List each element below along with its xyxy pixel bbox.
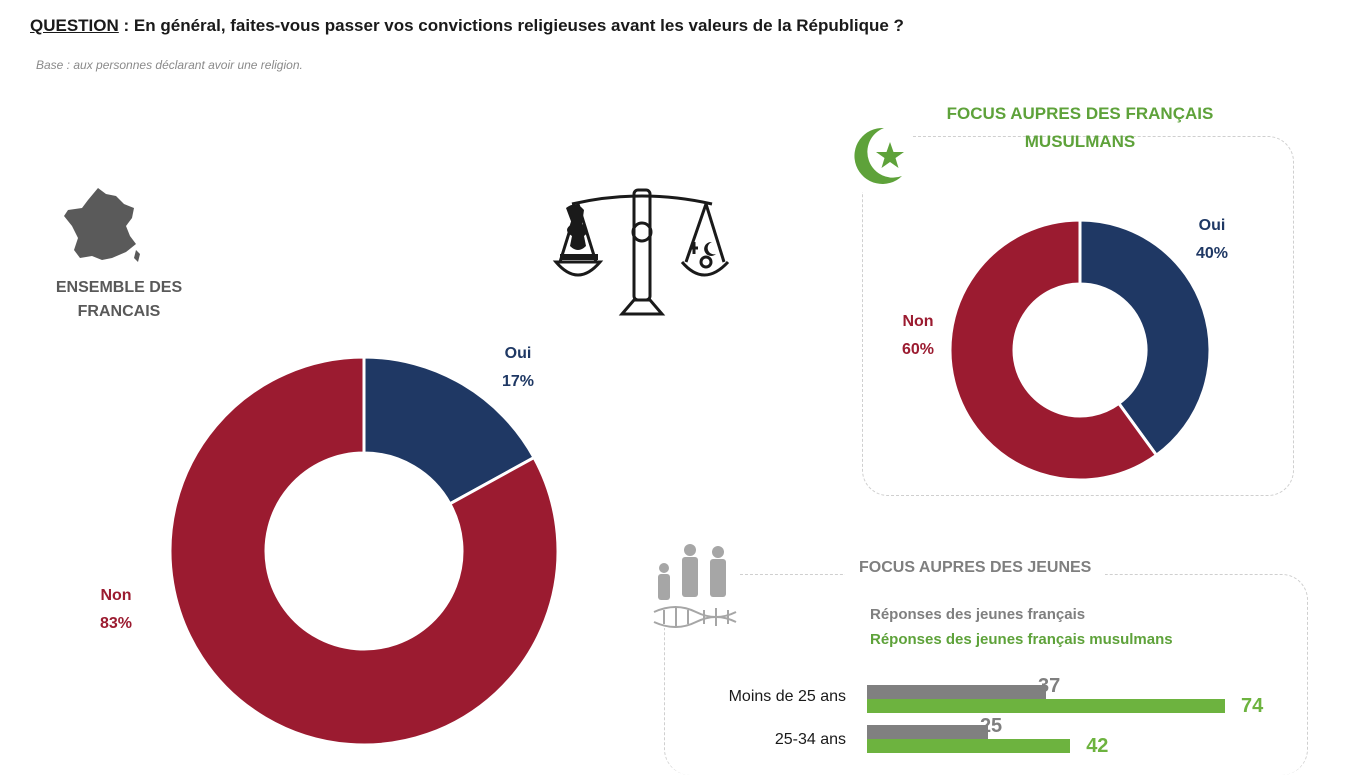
question-text: : En général, faites-vous passer vos con… [118, 16, 904, 35]
category-label: 25-34 ans [774, 731, 846, 748]
donut-chart-ensemble [168, 355, 560, 747]
family-dna-icon [650, 540, 740, 628]
label-non-musulmans: Non 60% [886, 308, 950, 364]
label-oui-ensemble: Oui 17% [486, 340, 550, 396]
base-note: Base : aux personnes déclarant avoir une… [36, 58, 303, 72]
bar-jeunes-musulmans [867, 739, 1071, 753]
category-label: Moins de 25 ans [728, 688, 846, 705]
legend-jeunes-musulmans: Réponses des jeunes français musulmans [870, 631, 1173, 648]
france-map-icon [64, 188, 140, 262]
legend-jeunes-francais: Réponses des jeunes français [870, 606, 1086, 623]
donut-slice-oui [1078, 218, 1212, 458]
label-oui-musulmans: Oui 40% [1180, 212, 1244, 268]
label-non-ensemble-value: 83% [99, 615, 133, 632]
donut-slice-non [948, 218, 1159, 482]
label-oui-musulmans-name: Oui [1198, 217, 1226, 234]
bar-value-label: 42 [1086, 735, 1109, 757]
donut-slice-oui [362, 355, 537, 506]
crescent-star-icon [840, 120, 912, 192]
question-label: QUESTION [30, 16, 119, 35]
bar-jeunes-francais [867, 685, 1046, 699]
ensemble-label: ENSEMBLE DES FRANCAIS [55, 279, 183, 320]
donut-slice-non [168, 355, 560, 747]
label-oui-ensemble-name: Oui [504, 345, 532, 362]
bar-value-label: 74 [1241, 695, 1264, 717]
label-non-ensemble-name: Non [100, 587, 132, 604]
label-non-musulmans-name: Non [902, 313, 934, 330]
donut-chart-musulmans [948, 218, 1212, 482]
label-oui-musulmans-value: 40% [1195, 245, 1229, 262]
label-non-musulmans-value: 60% [901, 341, 935, 358]
label-non-ensemble: Non 83% [84, 582, 148, 638]
scales-icon [552, 188, 730, 316]
label-oui-ensemble-value: 17% [501, 373, 535, 390]
bar-value-label: 37 [1038, 675, 1061, 697]
question-line: QUESTION : En général, faites-vous passe… [30, 16, 904, 36]
focus-musulmans-title: FOCUS AUPRES DES FRANÇAIS MUSULMANS [946, 104, 1214, 151]
bar-jeunes-musulmans [867, 699, 1225, 713]
focus-musulmans-box [862, 136, 1294, 496]
focus-jeunes-title: FOCUS AUPRES DES JEUNES [845, 559, 1106, 577]
bar-value-label: 25 [979, 715, 1003, 737]
bar-jeunes-francais [867, 725, 988, 739]
